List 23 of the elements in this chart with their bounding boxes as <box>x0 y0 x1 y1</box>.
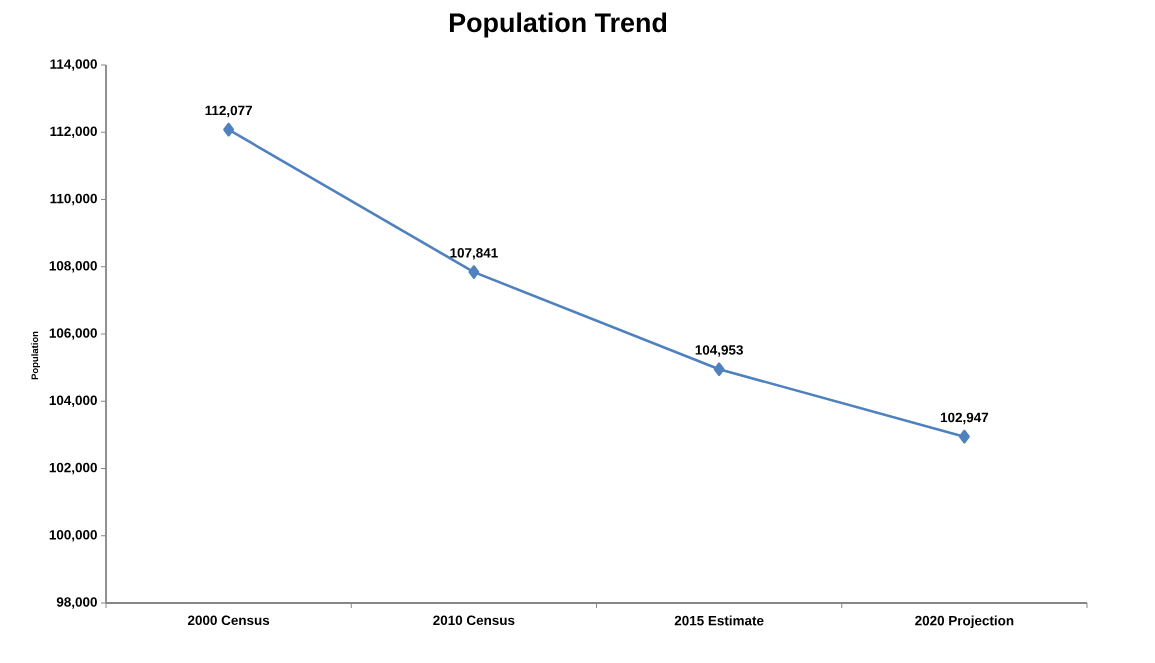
y-tick-label: 106,000 <box>49 328 97 340</box>
data-label: 107,841 <box>450 248 498 260</box>
x-tick-label: 2000 Census <box>187 615 270 626</box>
y-axis-title: Population <box>31 331 41 380</box>
y-tick-label: 100,000 <box>49 530 97 542</box>
y-tick-label: 112,000 <box>50 126 97 138</box>
point <box>223 122 235 137</box>
y-tick-label: 102,000 <box>49 462 97 475</box>
x-tick-label: 2020 Projection <box>915 615 1014 629</box>
y-tick-label: 114,000 <box>50 59 97 71</box>
point <box>468 265 480 279</box>
x-tick-label: 2010 Census <box>433 615 515 626</box>
data-label: 104,953 <box>695 345 743 357</box>
y-tick-label: 104,000 <box>49 395 97 407</box>
point <box>713 362 725 376</box>
x-tick-label: 2015 Estimate <box>674 615 764 626</box>
y-tick-label: 98,000 <box>56 597 97 609</box>
y-tick-label: 110,000 <box>50 193 97 206</box>
chart-title: Population Trend <box>449 12 667 38</box>
data-label: 102,947 <box>940 412 989 425</box>
y-tick-label: 108,000 <box>49 261 97 273</box>
point <box>958 429 970 444</box>
data-label: 112,077 <box>205 105 252 118</box>
